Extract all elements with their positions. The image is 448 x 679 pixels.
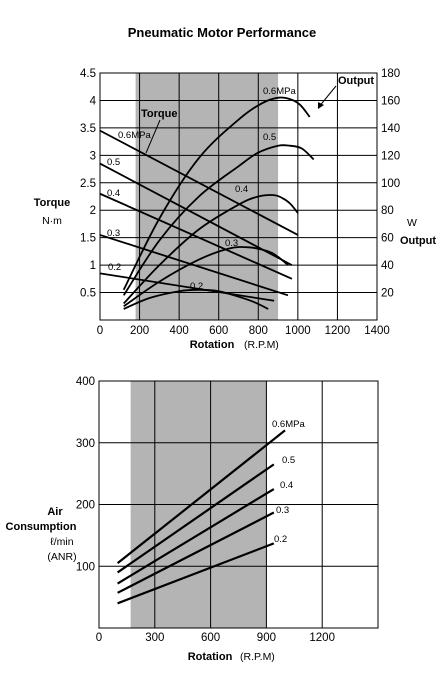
output-series-label: 0.5 [263, 132, 276, 143]
plot-frame [98, 380, 379, 629]
air-series-label: 0.6MPa [272, 419, 305, 430]
output-curve [123, 246, 289, 308]
torque-group-label: Torque [141, 108, 177, 120]
x-tick-labels: 0 200 400 600 800 1000 1200 1400 [97, 325, 390, 337]
y-tick-label: 100 [76, 561, 95, 573]
y-right-label: Output [400, 235, 436, 247]
y-right-tick-labels: 20 40 60 80 100 120 140 160 180 [381, 68, 400, 300]
y-right-tick-label: 40 [381, 260, 394, 272]
y-left-tick-label: 3 [90, 150, 96, 162]
output-series: 0.6MPa 0.5 0.4 0.3 0.2 [122, 86, 315, 310]
y-left-tick-label: 4 [90, 95, 97, 107]
x-tick-label: 900 [257, 632, 276, 644]
y-left-tick-labels: 0.5 1 1.5 2 2.5 3 3.5 4 4.5 [80, 68, 97, 300]
x-tick-label: 400 [170, 325, 189, 337]
figure-title: Pneumatic Motor Performance [128, 25, 317, 40]
x-tick-label: 0 [97, 325, 103, 337]
y-left-tick-label: 0.5 [80, 288, 96, 300]
air-consumption-line [116, 463, 275, 574]
air-consumption-series: 0.6MPa 0.5 0.4 0.3 0.2 [116, 419, 305, 605]
torque-line [99, 129, 299, 236]
output-series-label: 0.2 [190, 281, 203, 292]
x-axis-unit: (R.P.M) [240, 651, 275, 663]
torque-line [99, 234, 289, 297]
output-group-label: Output [338, 75, 374, 87]
y-left-unit: N·m [42, 215, 62, 227]
y-left-tick-label: 4.5 [80, 68, 96, 80]
x-tick-label: 1400 [364, 325, 390, 337]
x-axis-unit: (R.P.M) [244, 339, 279, 351]
x-tick-labels: 0 300 600 900 1200 [96, 632, 335, 644]
y-left-tick-label: 3.5 [80, 123, 96, 135]
x-axis-label: Rotation [190, 339, 235, 351]
output-series-label: 0.4 [235, 184, 248, 195]
output-leader-arrow [318, 102, 324, 109]
torque-series-label: 0.5 [107, 157, 120, 168]
y-left-tick-label: 2.5 [80, 178, 96, 190]
torque-series-label: 0.3 [107, 228, 120, 239]
output-curve [123, 288, 269, 310]
output-curve [122, 144, 315, 296]
x-tick-label: 200 [130, 325, 149, 337]
air-series-label: 0.5 [282, 455, 295, 466]
torque-series-label: 0.4 [107, 188, 120, 199]
y-tick-label: 400 [76, 376, 95, 388]
y-axis-unit-note: (ANR) [47, 551, 76, 563]
x-tick-label: 600 [209, 325, 228, 337]
x-axis-label: Rotation [188, 651, 233, 663]
torque-series-label: 0.6MPa [118, 130, 151, 141]
output-curve [123, 194, 299, 305]
air-consumption-chart: 0 300 600 900 1200 100 200 300 400 0.6MPa 0.5 0.4… [6, 376, 379, 663]
torque-series-label: 0.2 [108, 262, 121, 273]
torque-leader-line [145, 119, 161, 154]
y-axis-unit: ℓ/min [50, 536, 73, 548]
x-tick-label: 0 [96, 632, 102, 644]
y-left-label: Torque [34, 197, 70, 209]
y-axis-label-line-1: Air [47, 506, 63, 518]
air-series-label: 0.4 [280, 480, 293, 491]
y-tick-labels: 100 200 300 400 [76, 376, 95, 573]
y-right-tick-label: 160 [381, 95, 400, 107]
y-left-tick-label: 2 [90, 205, 96, 217]
air-consumption-line [117, 542, 275, 605]
y-right-unit: W [407, 217, 417, 229]
air-series-label: 0.3 [276, 505, 289, 516]
x-tick-label: 300 [145, 632, 164, 644]
x-tick-label: 1000 [285, 325, 311, 337]
air-consumption-line [117, 511, 275, 594]
y-axis-label-line-2: Consumption [6, 521, 77, 533]
y-tick-label: 300 [76, 438, 95, 450]
y-right-tick-label: 60 [381, 233, 394, 245]
output-series-label: 0.3 [225, 238, 238, 249]
x-tick-label: 800 [249, 325, 268, 337]
y-tick-label: 200 [76, 500, 95, 512]
operating-range-shade [135, 73, 279, 320]
air-consumption-line [117, 488, 275, 585]
output-curve [122, 96, 311, 291]
x-tick-label: 1200 [325, 325, 351, 337]
plot-frame [99, 72, 378, 321]
y-right-tick-label: 140 [381, 123, 400, 135]
air-consumption-line [116, 429, 286, 565]
y-right-tick-label: 20 [381, 288, 394, 300]
y-left-tick-label: 1 [90, 260, 96, 272]
torque-series: 0.6MPa 0.5 0.4 0.3 0.2 [99, 129, 299, 302]
torque-output-chart: 0 200 400 600 800 1000 1200 1400 0.5 1 1.5 2 2.5 3 3.… [34, 68, 437, 351]
y-right-tick-label: 120 [381, 150, 400, 162]
y-right-tick-label: 80 [381, 205, 394, 217]
y-right-tick-label: 180 [381, 68, 400, 80]
x-tick-label: 1200 [309, 632, 335, 644]
output-series-label: 0.6MPa [263, 86, 296, 97]
y-right-tick-label: 100 [381, 178, 400, 190]
y-left-tick-label: 1.5 [80, 233, 96, 245]
air-series-label: 0.2 [274, 534, 287, 545]
x-tick-label: 600 [201, 632, 220, 644]
torque-line [99, 192, 293, 280]
